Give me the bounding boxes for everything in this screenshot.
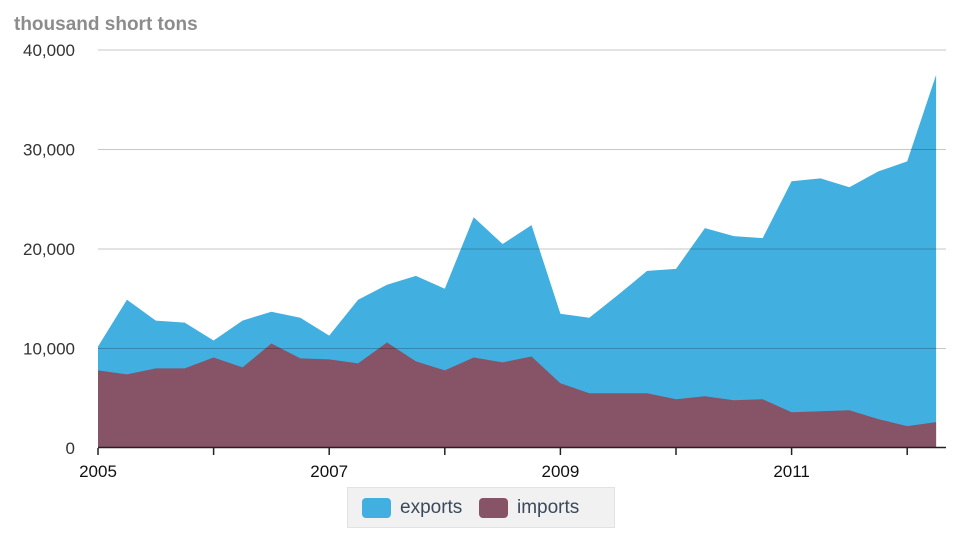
area-imports	[98, 342, 937, 448]
legend: exports imports	[347, 487, 615, 528]
x-tick-label: 2011	[773, 462, 810, 481]
legend-swatch-imports	[479, 498, 508, 518]
legend-label-exports: exports	[400, 497, 463, 518]
y-tick-label: 40,000	[23, 41, 75, 60]
legend-swatch-exports	[362, 498, 391, 518]
legend-label-imports: imports	[517, 497, 580, 518]
area-exports	[98, 74, 937, 449]
y-tick-label: 20,000	[23, 240, 75, 259]
x-tick-label: 2009	[541, 462, 579, 481]
x-tick-label: 2005	[79, 462, 117, 481]
y-tick-label: 10,000	[23, 340, 75, 359]
y-tick-label: 30,000	[23, 141, 75, 160]
x-tick-label: 2007	[310, 462, 348, 481]
y-tick-label: 0	[66, 439, 75, 458]
y-axis-unit-label: thousand short tons	[14, 14, 198, 35]
